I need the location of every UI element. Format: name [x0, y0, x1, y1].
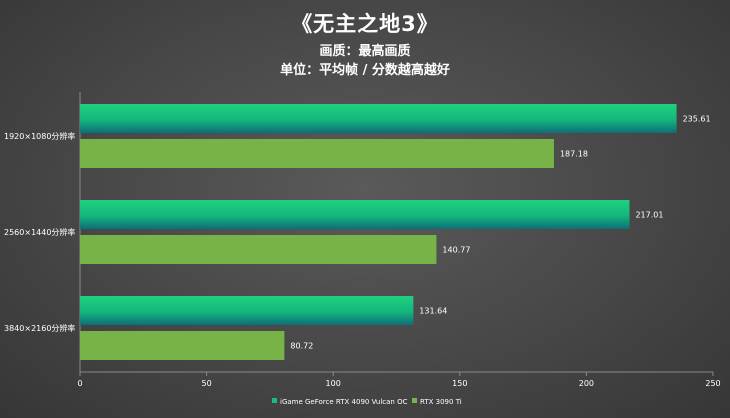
x-tick-label: 0 — [77, 379, 82, 388]
data-label: 80.72 — [290, 342, 313, 351]
bar-rtx4090 — [80, 296, 414, 325]
x-tick-label: 50 — [202, 379, 212, 388]
data-label: 217.01 — [635, 211, 663, 220]
bar-rtx3090ti — [80, 235, 437, 264]
x-tick-label: 150 — [452, 379, 467, 388]
data-label: 140.77 — [442, 246, 470, 255]
bar-rtx4090 — [80, 104, 677, 133]
chart-subtitle-quality: 画质：最高画质 — [319, 44, 411, 59]
legend-label-rtx4090: iGame GeForce RTX 4090 Vulcan OC — [280, 398, 408, 406]
chart-subtitle-unit: 单位：平均帧 / 分数越高越好 — [280, 63, 450, 78]
x-tick-label: 250 — [705, 379, 720, 388]
chart-title: 《无主之地3》 — [291, 12, 439, 36]
data-label: 235.61 — [683, 115, 711, 124]
data-label: 187.18 — [560, 150, 588, 159]
x-tick-label: 200 — [579, 379, 594, 388]
legend-swatch-rtx4090 — [272, 398, 277, 403]
legend-label-rtx3090ti: RTX 3090 Ti — [420, 398, 462, 406]
x-tick-label: 100 — [326, 379, 341, 388]
bar-rtx3090ti — [80, 139, 554, 168]
legend-swatch-rtx3090ti — [412, 398, 417, 403]
category-label: 2560×1440分辨率 — [4, 227, 75, 237]
category-label: 1920×1080分辨率 — [4, 131, 75, 141]
category-label: 3840×2160分辨率 — [4, 323, 75, 333]
bar-rtx4090 — [80, 200, 630, 229]
bar-rtx3090ti — [80, 331, 285, 360]
data-label: 131.64 — [419, 307, 447, 316]
